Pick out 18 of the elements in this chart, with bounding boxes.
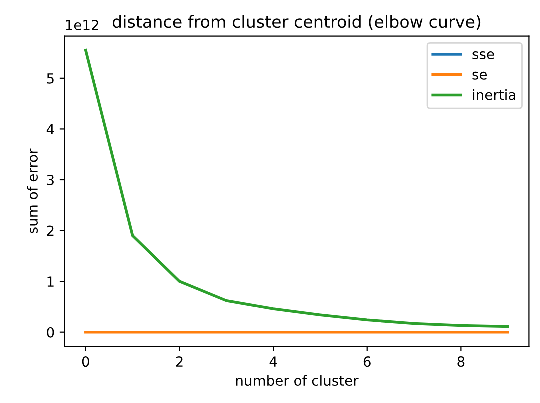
y-tick-label: 2 xyxy=(47,226,54,236)
y-tick-label: 3 xyxy=(47,174,54,186)
y-axis-title: sum of error xyxy=(27,148,38,234)
legend-label: se xyxy=(472,72,488,80)
y-tick-label: 4 xyxy=(46,124,54,134)
x-axis-title: number of cluster xyxy=(236,375,359,386)
text: 1e12 xyxy=(66,20,98,30)
x-tick-label: 2 xyxy=(176,356,183,367)
x-tick-label: 4 xyxy=(270,356,278,367)
x-tick-label: 6 xyxy=(364,356,371,368)
chart-title: distance from cluster centroid (elbow curve) xyxy=(112,15,481,30)
y-tick-label: 5 xyxy=(47,74,54,84)
y-tick-label: 0 xyxy=(47,327,54,338)
x-tick-label: 8 xyxy=(458,356,465,368)
x-tick-label: 0 xyxy=(82,356,90,368)
legend-label: inertia xyxy=(473,90,516,100)
y-tick-label: 1 xyxy=(48,276,54,287)
legend-label: sse xyxy=(472,52,494,60)
